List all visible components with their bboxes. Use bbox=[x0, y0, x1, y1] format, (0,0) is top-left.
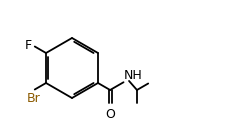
Text: F: F bbox=[25, 39, 32, 52]
Text: NH: NH bbox=[124, 69, 143, 82]
Text: Br: Br bbox=[27, 92, 41, 105]
Text: O: O bbox=[105, 108, 115, 121]
